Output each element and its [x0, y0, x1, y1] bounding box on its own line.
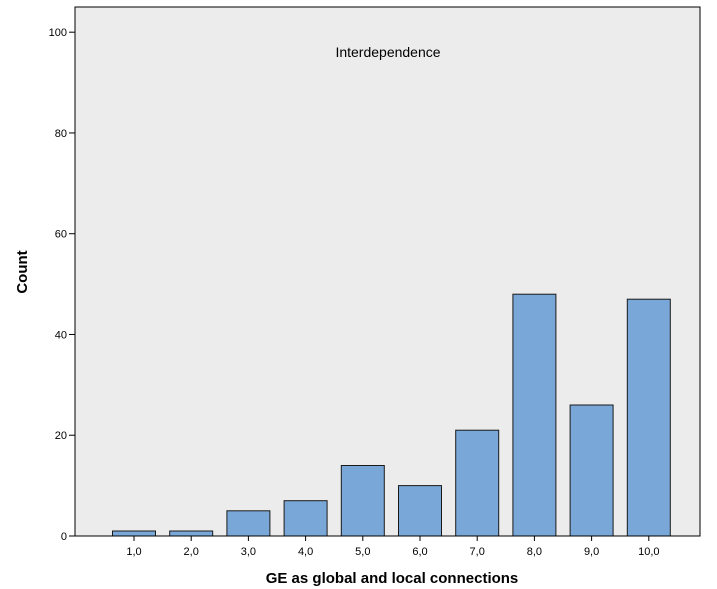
- x-tick-label: 5,0: [355, 546, 370, 558]
- chart-annotation: Interdependence: [335, 44, 440, 60]
- bar-8: [512, 293, 557, 537]
- x-tick-label: 9,0: [584, 546, 599, 558]
- x-tick-label: 3,0: [241, 546, 256, 558]
- y-axis-title: Count: [14, 250, 31, 293]
- y-tick-label: 80: [55, 128, 67, 140]
- x-tick-label: 6,0: [412, 546, 427, 558]
- bar-6: [398, 485, 442, 537]
- bar-5: [340, 465, 385, 537]
- x-tick-label: 1,0: [126, 546, 141, 558]
- bar-9: [569, 404, 614, 537]
- bar-2: [169, 530, 214, 537]
- bar-10: [626, 298, 671, 537]
- y-ticks-group: 0 20 40 60 80 100: [49, 27, 75, 543]
- bar-4: [283, 500, 328, 537]
- bar-7: [455, 429, 500, 537]
- y-tick-label: 60: [55, 229, 67, 241]
- x-axis-title: GE as global and local connections: [266, 570, 519, 587]
- bar-3: [226, 510, 271, 537]
- x-tick-label: 2,0: [184, 546, 199, 558]
- y-tick-label: 100: [49, 27, 67, 39]
- bar-1: [112, 530, 156, 537]
- x-tick-label: 7,0: [470, 546, 485, 558]
- x-tick-label: 4,0: [298, 546, 313, 558]
- bars-group: [112, 293, 671, 537]
- x-tick-label: 8,0: [527, 546, 542, 558]
- y-tick-label: 20: [55, 430, 67, 442]
- y-tick-label: 40: [55, 329, 67, 341]
- x-tick-label: 10,0: [638, 546, 659, 558]
- y-tick-label: 0: [61, 531, 67, 543]
- x-ticks-group: 1,0 2,0 3,0 4,0 5,0 6,0 7,0 8,0 9,0 10,0: [126, 536, 660, 558]
